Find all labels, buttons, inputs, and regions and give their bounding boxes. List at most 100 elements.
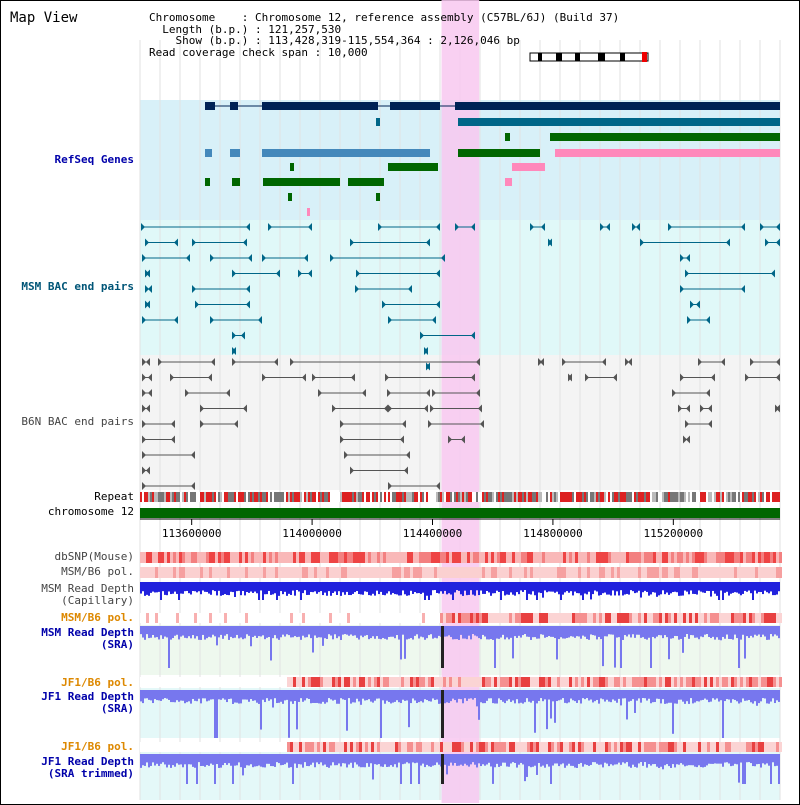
repeat-block xyxy=(320,492,322,502)
depth-bar xyxy=(720,582,722,591)
repeat-block xyxy=(236,492,238,502)
depth-bar xyxy=(402,690,404,700)
heat-cell xyxy=(215,552,218,563)
heat-cell xyxy=(764,552,767,563)
depth-bar xyxy=(530,754,532,768)
depth-bar xyxy=(542,754,544,766)
depth-bar xyxy=(716,582,718,596)
depth-bar xyxy=(368,582,370,596)
bac-end xyxy=(258,316,262,324)
depth-bar xyxy=(388,626,390,637)
heat-cell xyxy=(575,613,578,623)
heat-cell xyxy=(605,613,608,623)
repeat-block xyxy=(376,492,378,502)
heat-cell xyxy=(689,677,692,687)
heat-cell xyxy=(692,742,695,752)
depth-bar xyxy=(604,626,606,637)
heat-cell xyxy=(725,567,728,578)
repeat-block xyxy=(732,492,734,502)
heat-cell xyxy=(269,567,272,578)
heat-cell xyxy=(164,567,167,578)
heat-cell xyxy=(227,613,230,623)
repeat-block xyxy=(490,492,492,502)
heat-cell xyxy=(251,613,254,623)
heat-cell xyxy=(779,567,782,578)
heat-cell xyxy=(179,613,182,623)
depth-bar xyxy=(354,626,356,636)
depth-bar xyxy=(236,690,238,703)
depth-bar xyxy=(490,582,492,596)
depth-bar xyxy=(170,754,172,768)
repeat-block xyxy=(250,492,252,502)
depth-bar xyxy=(542,626,544,635)
track-label-b6n-bac[interactable]: B6N BAC end pairs xyxy=(21,415,134,428)
heat-cell xyxy=(281,567,284,578)
repeat-block xyxy=(462,492,464,502)
depth-bar xyxy=(690,754,692,766)
heat-cell xyxy=(617,567,620,578)
heat-cell xyxy=(623,742,626,752)
depth-bar xyxy=(556,626,558,660)
heat-cell xyxy=(359,552,362,563)
heat-cell xyxy=(539,567,542,578)
bac-end xyxy=(192,285,196,293)
depth-bar xyxy=(298,690,300,702)
depth-bar xyxy=(648,582,650,596)
depth-bar xyxy=(518,582,520,595)
repeat-block xyxy=(458,492,460,502)
depth-bar xyxy=(492,690,494,704)
bac-end xyxy=(340,435,344,444)
repeat-block xyxy=(438,492,440,502)
depth-bar xyxy=(706,626,708,635)
heat-cell xyxy=(542,677,545,687)
depth-bar xyxy=(578,754,580,764)
heat-cell xyxy=(581,552,584,563)
heat-cell xyxy=(362,552,365,563)
heat-cell xyxy=(716,613,719,623)
depth-bar xyxy=(768,626,770,640)
heat-cell xyxy=(299,613,302,623)
heat-cell xyxy=(458,677,461,687)
repeat-block xyxy=(700,492,702,502)
heat-cell xyxy=(377,613,380,623)
depth-bar xyxy=(476,690,478,707)
depth-bar xyxy=(684,626,686,637)
heat-cell xyxy=(692,567,695,578)
heat-cell xyxy=(650,552,653,563)
depth-bar xyxy=(540,690,542,699)
depth-bar xyxy=(626,582,628,594)
heat-cell xyxy=(728,677,731,687)
repeat-block xyxy=(172,492,174,502)
heat-cell xyxy=(161,742,164,752)
repeat-block xyxy=(646,492,648,502)
heat-cell xyxy=(404,742,407,752)
track-label-msm-bac[interactable]: MSM BAC end pairs xyxy=(21,280,134,293)
depth-bar xyxy=(432,626,434,639)
heat-cell xyxy=(587,613,590,623)
repeat-block xyxy=(562,492,564,502)
heat-cell xyxy=(194,613,197,623)
heat-cell xyxy=(596,742,599,752)
heat-cell xyxy=(401,567,404,578)
depth-bar xyxy=(686,582,688,592)
heat-cell xyxy=(752,567,755,578)
heat-cell xyxy=(686,613,689,623)
heat-cell xyxy=(155,567,158,578)
heat-cell xyxy=(551,567,554,578)
depth-bar xyxy=(342,626,344,635)
track-label-refseq[interactable]: RefSeq Genes xyxy=(54,153,134,166)
heat-cell xyxy=(434,742,437,752)
depth-bar xyxy=(418,626,420,639)
depth-bar xyxy=(170,582,172,595)
heat-cell xyxy=(185,613,188,623)
depth-bar xyxy=(770,754,772,784)
depth-bar xyxy=(484,582,486,594)
depth-bar xyxy=(636,626,638,635)
depth-bar xyxy=(618,754,620,763)
heat-cell xyxy=(416,552,419,563)
depth-bar xyxy=(430,690,432,702)
repeat-block xyxy=(478,492,480,502)
heat-cell xyxy=(698,552,701,563)
heat-cell xyxy=(158,677,161,687)
